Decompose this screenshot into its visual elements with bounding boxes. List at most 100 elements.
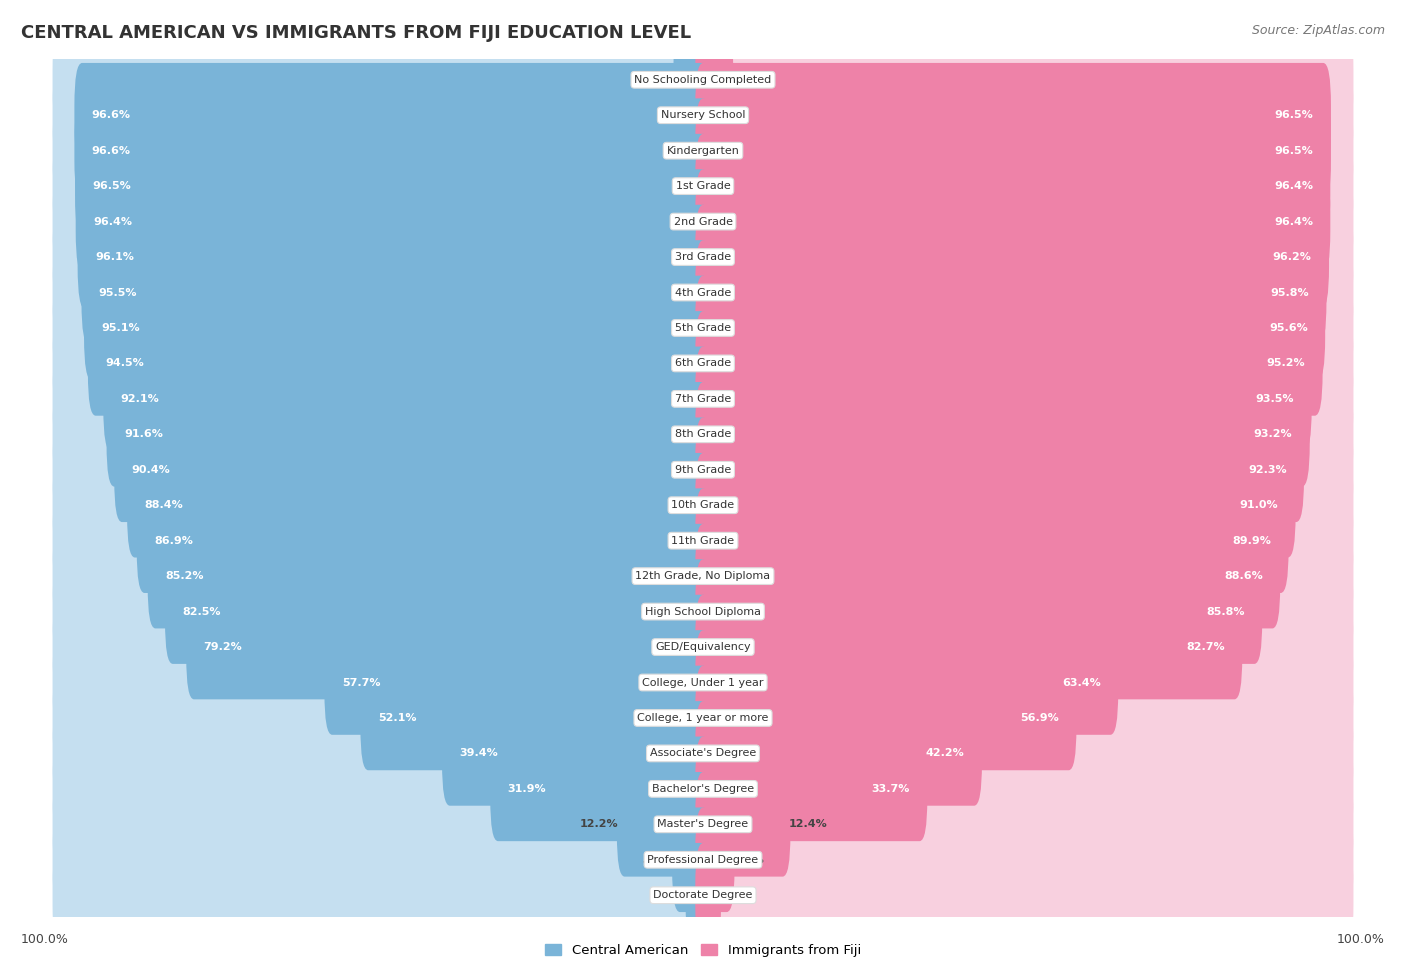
Text: High School Diploma: High School Diploma [645,606,761,616]
Text: 31.9%: 31.9% [508,784,547,794]
FancyBboxPatch shape [696,240,1326,345]
FancyBboxPatch shape [696,205,1354,309]
FancyBboxPatch shape [696,772,1354,877]
FancyBboxPatch shape [52,701,710,805]
Text: 96.4%: 96.4% [1274,216,1313,226]
Text: Associate's Degree: Associate's Degree [650,749,756,759]
FancyBboxPatch shape [60,488,1346,523]
FancyBboxPatch shape [52,63,710,168]
Text: 9th Grade: 9th Grade [675,465,731,475]
FancyBboxPatch shape [696,701,1354,805]
Text: 3.6%: 3.6% [643,855,673,865]
FancyBboxPatch shape [52,560,710,664]
FancyBboxPatch shape [148,524,710,629]
FancyBboxPatch shape [77,205,710,309]
FancyBboxPatch shape [60,381,1346,416]
FancyBboxPatch shape [696,524,1281,629]
FancyBboxPatch shape [52,98,710,203]
Text: 82.5%: 82.5% [183,606,221,616]
FancyBboxPatch shape [60,806,1346,842]
Text: 52.1%: 52.1% [378,713,416,722]
Text: 100.0%: 100.0% [21,933,69,946]
Text: 89.9%: 89.9% [1232,535,1271,546]
Text: 3.5%: 3.5% [733,75,762,85]
Text: 5th Grade: 5th Grade [675,323,731,332]
FancyBboxPatch shape [696,417,1303,522]
FancyBboxPatch shape [696,63,1354,168]
FancyBboxPatch shape [696,417,1354,522]
Text: Bachelor's Degree: Bachelor's Degree [652,784,754,794]
FancyBboxPatch shape [696,453,1295,558]
Text: 92.1%: 92.1% [121,394,159,404]
FancyBboxPatch shape [696,276,1326,380]
Text: 96.5%: 96.5% [1275,145,1313,156]
FancyBboxPatch shape [491,736,710,841]
FancyBboxPatch shape [60,346,1346,381]
Text: 95.5%: 95.5% [98,288,138,297]
Text: 96.4%: 96.4% [93,216,132,226]
FancyBboxPatch shape [696,843,1354,948]
Text: 91.0%: 91.0% [1240,500,1278,510]
FancyBboxPatch shape [696,382,1310,487]
FancyBboxPatch shape [52,311,710,415]
FancyBboxPatch shape [52,524,710,629]
FancyBboxPatch shape [60,700,1346,736]
FancyBboxPatch shape [696,98,1354,203]
FancyBboxPatch shape [52,134,710,239]
Text: Kindergarten: Kindergarten [666,145,740,156]
Text: 3.4%: 3.4% [644,75,675,85]
Text: 96.1%: 96.1% [96,253,134,262]
FancyBboxPatch shape [60,133,1346,169]
FancyBboxPatch shape [686,843,710,948]
FancyBboxPatch shape [696,630,1118,735]
FancyBboxPatch shape [617,772,710,877]
FancyBboxPatch shape [127,453,710,558]
FancyBboxPatch shape [696,488,1288,593]
Text: 95.1%: 95.1% [101,323,141,332]
Text: 88.6%: 88.6% [1225,571,1263,581]
FancyBboxPatch shape [60,275,1346,310]
Text: 79.2%: 79.2% [204,643,242,652]
Text: 2nd Grade: 2nd Grade [673,216,733,226]
FancyBboxPatch shape [696,807,1354,912]
FancyBboxPatch shape [52,488,710,593]
FancyBboxPatch shape [89,311,710,415]
Text: Source: ZipAtlas.com: Source: ZipAtlas.com [1251,24,1385,37]
Text: 96.4%: 96.4% [1274,181,1313,191]
FancyBboxPatch shape [52,736,710,841]
FancyBboxPatch shape [114,417,710,522]
FancyBboxPatch shape [696,346,1354,451]
Text: 11th Grade: 11th Grade [672,535,734,546]
Text: 85.8%: 85.8% [1206,606,1244,616]
Text: 33.7%: 33.7% [872,784,910,794]
Text: 6th Grade: 6th Grade [675,359,731,369]
Text: 95.2%: 95.2% [1267,359,1305,369]
FancyBboxPatch shape [696,382,1354,487]
FancyBboxPatch shape [52,630,710,735]
Legend: Central American, Immigrants from Fiji: Central American, Immigrants from Fiji [546,944,860,957]
FancyBboxPatch shape [82,240,710,345]
FancyBboxPatch shape [696,453,1354,558]
FancyBboxPatch shape [696,170,1330,274]
FancyBboxPatch shape [360,666,710,770]
FancyBboxPatch shape [696,807,734,912]
Text: 3rd Grade: 3rd Grade [675,253,731,262]
FancyBboxPatch shape [60,878,1346,913]
FancyBboxPatch shape [60,452,1346,488]
Text: 86.9%: 86.9% [155,535,193,546]
FancyBboxPatch shape [696,98,1331,203]
FancyBboxPatch shape [696,843,721,948]
FancyBboxPatch shape [60,594,1346,629]
Text: 96.5%: 96.5% [1275,110,1313,120]
FancyBboxPatch shape [75,63,710,168]
FancyBboxPatch shape [696,524,1354,629]
Text: 12.4%: 12.4% [789,819,828,830]
Text: 42.2%: 42.2% [925,749,965,759]
FancyBboxPatch shape [696,666,1354,770]
Text: 1.5%: 1.5% [657,890,688,900]
FancyBboxPatch shape [186,595,710,699]
Text: No Schooling Completed: No Schooling Completed [634,75,772,85]
FancyBboxPatch shape [52,772,710,877]
FancyBboxPatch shape [696,630,1354,735]
Text: 3.7%: 3.7% [733,855,763,865]
